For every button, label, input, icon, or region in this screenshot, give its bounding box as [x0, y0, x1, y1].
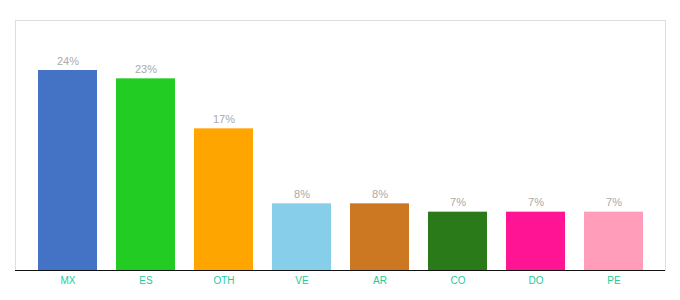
- svg-text:7%: 7%: [450, 196, 466, 208]
- svg-text:17%: 17%: [213, 113, 235, 125]
- svg-text:OTH: OTH: [213, 275, 234, 286]
- svg-text:8%: 8%: [372, 188, 388, 200]
- svg-text:23%: 23%: [135, 63, 157, 75]
- svg-text:7%: 7%: [606, 196, 622, 208]
- svg-text:MX: MX: [61, 275, 76, 286]
- svg-text:7%: 7%: [528, 196, 544, 208]
- svg-text:AR: AR: [373, 275, 387, 286]
- svg-text:VE: VE: [295, 275, 309, 286]
- svg-text:8%: 8%: [294, 188, 310, 200]
- svg-text:ES: ES: [139, 275, 153, 286]
- svg-text:CO: CO: [451, 275, 466, 286]
- svg-text:24%: 24%: [57, 55, 79, 67]
- svg-text:PE: PE: [607, 275, 621, 286]
- svg-text:DO: DO: [529, 275, 544, 286]
